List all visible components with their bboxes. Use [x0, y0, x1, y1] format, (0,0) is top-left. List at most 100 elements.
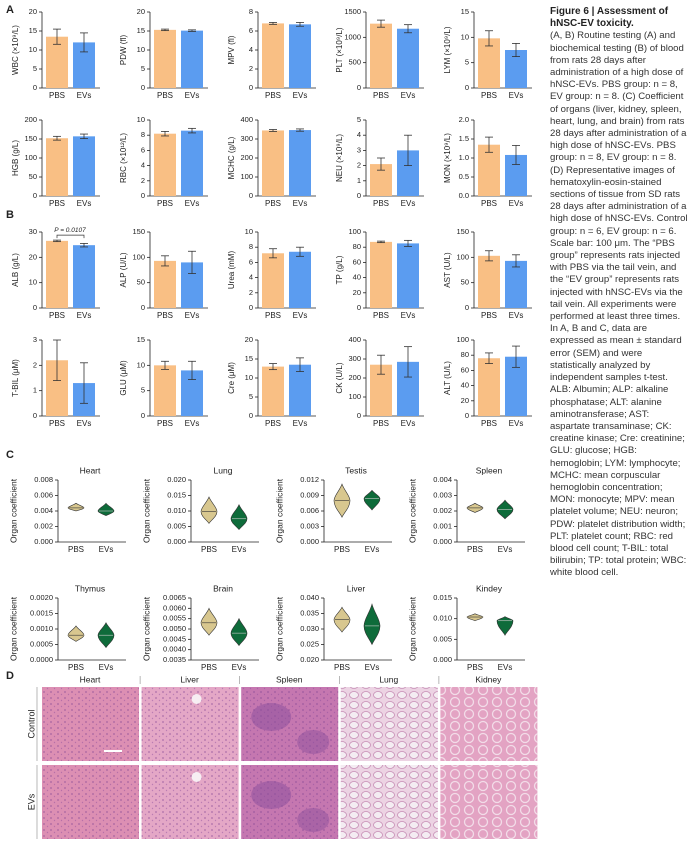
- bar: [370, 23, 392, 88]
- bar: [289, 251, 311, 308]
- y-axis-label: AST (U/L): [443, 252, 452, 288]
- histology-texture: [340, 765, 438, 839]
- histology-texture: [42, 765, 139, 839]
- x-tick-label: EVs: [77, 419, 92, 428]
- y-tick-label: 0.006: [300, 506, 319, 515]
- y-tick-label: 100: [240, 172, 253, 181]
- y-tick-label: 10: [29, 45, 37, 54]
- y-tick-label: 50: [29, 172, 37, 181]
- x-tick-label: PBS: [481, 419, 497, 428]
- y-tick-label: 50: [461, 278, 469, 287]
- y-tick-label: 0.002: [433, 506, 452, 515]
- bar: [262, 23, 284, 88]
- y-tick-label: 40: [461, 381, 469, 390]
- x-tick-label: PBS: [157, 91, 173, 100]
- x-tick-label: PBS: [265, 419, 281, 428]
- histology-texture: [440, 687, 538, 761]
- y-tick-label: 0.5: [459, 172, 469, 181]
- bar: [397, 361, 419, 416]
- violin: [200, 496, 218, 524]
- bar: [46, 36, 68, 88]
- error-bar: [404, 24, 412, 34]
- y-tick-label: 0.030: [300, 624, 319, 633]
- chart-title: Kindey: [476, 583, 503, 593]
- x-tick-label: EVs: [401, 419, 416, 428]
- y-tick-label: 0.003: [300, 521, 319, 530]
- y-axis-label: WBC (×10⁹/L): [11, 25, 20, 75]
- y-axis-label: Cre (μM): [227, 362, 236, 394]
- y-axis-label: MPV (fl): [227, 35, 236, 64]
- bar: [478, 358, 500, 416]
- error-bar: [161, 130, 169, 137]
- x-tick-label: PBS: [265, 311, 281, 320]
- y-tick-label: 0.0055: [163, 614, 186, 623]
- histology-texture: [141, 687, 239, 761]
- y-tick-label: 10: [137, 360, 145, 369]
- bar: [262, 253, 284, 308]
- bar: [181, 130, 203, 196]
- y-axis-label: Urea (mM): [227, 251, 236, 290]
- y-tick-label: 0.005: [167, 521, 186, 530]
- x-tick-label: PBS: [68, 663, 84, 672]
- error-bar: [485, 250, 493, 262]
- y-tick-label: 4: [357, 130, 361, 139]
- y-tick-label: 0: [141, 83, 145, 92]
- error-bar: [80, 362, 88, 404]
- x-tick-label: EVs: [232, 545, 247, 554]
- error-bar: [404, 239, 412, 247]
- error-bar: [53, 339, 61, 381]
- y-tick-label: 50: [137, 278, 145, 287]
- panel-label: A: [6, 4, 14, 16]
- y-axis-label: Organ coefficient: [407, 478, 417, 543]
- x-tick-label: EVs: [509, 311, 524, 320]
- y-tick-label: 0.020: [167, 475, 186, 484]
- bar: [181, 30, 203, 88]
- vessel: [191, 772, 202, 782]
- y-tick-label: 1.0: [459, 153, 469, 162]
- row-label: EVs: [26, 793, 36, 810]
- y-tick-label: 0.009: [300, 490, 319, 499]
- bar: [262, 366, 284, 416]
- x-tick-label: PBS: [481, 311, 497, 320]
- x-tick-label: EVs: [509, 199, 524, 208]
- bar: [478, 38, 500, 88]
- caption-title: Figure 6 | Assessment of hNSC-EV toxicit…: [550, 6, 669, 30]
- y-axis-label: PDW (fl): [119, 35, 128, 66]
- error-bar: [269, 22, 277, 25]
- error-bar: [269, 363, 277, 371]
- y-tick-label: 4: [249, 45, 253, 54]
- y-tick-label: 0.0065: [163, 593, 186, 602]
- chart-title: Testis: [345, 465, 367, 475]
- x-tick-label: PBS: [467, 663, 483, 672]
- y-tick-label: 0.0060: [163, 603, 186, 612]
- bar: [73, 42, 95, 88]
- y-tick-label: 1.5: [459, 134, 469, 143]
- error-bar: [377, 354, 385, 375]
- y-tick-label: 8: [141, 130, 145, 139]
- chart-title: Heart: [80, 465, 101, 475]
- bar: [46, 240, 68, 308]
- panel-label: C: [6, 449, 14, 461]
- x-tick-label: EVs: [401, 199, 416, 208]
- y-tick-label: 300: [240, 134, 253, 143]
- y-tick-label: 0: [33, 191, 37, 200]
- y-tick-label: 10: [29, 278, 37, 287]
- error-bar: [404, 346, 412, 378]
- error-bar: [296, 22, 304, 27]
- violin: [496, 616, 514, 636]
- y-tick-label: 0.015: [433, 593, 452, 602]
- y-tick-label: 10: [137, 115, 145, 124]
- bar: [73, 245, 95, 308]
- y-axis-label: T-BIL (μM): [11, 359, 20, 397]
- y-tick-label: 0: [357, 411, 361, 420]
- x-tick-label: PBS: [481, 91, 497, 100]
- error-bar: [161, 360, 169, 370]
- y-tick-label: 60: [353, 257, 361, 266]
- y-tick-label: 1: [357, 176, 361, 185]
- y-tick-label: 300: [348, 354, 361, 363]
- y-axis-label: CK (U/L): [335, 362, 344, 393]
- y-tick-label: 60: [461, 365, 469, 374]
- y-tick-label: 0.006: [34, 490, 53, 499]
- y-axis-label: Organ coefficient: [141, 596, 151, 661]
- y-tick-label: 10: [245, 373, 253, 382]
